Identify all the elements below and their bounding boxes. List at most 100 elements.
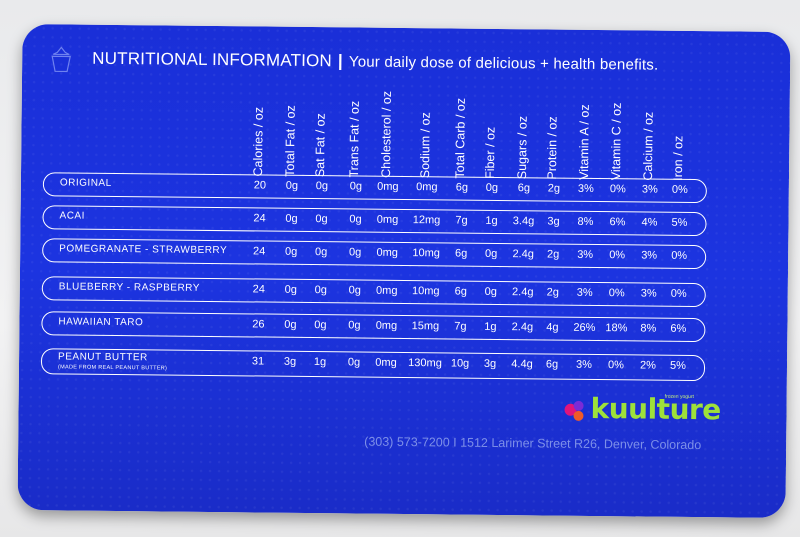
table-cell: 24 xyxy=(253,245,266,258)
table-row: BLUEBERRY - RASPBERRY 24 0g 0g 0g 0mg 10mg 6g 0g… xyxy=(41,276,706,308)
flavor-name: PEANUT BUTTER xyxy=(58,351,148,364)
table-row: HAWAIIAN TARO 26 0g 0g 0g 0mg 15mg 7g 1g 2.4g 4g 26… xyxy=(41,311,706,343)
table-cell: 2g xyxy=(546,248,560,261)
brand-name: kuulture xyxy=(590,391,721,427)
table-cell: 0g xyxy=(315,213,328,226)
column-header: Calcium / oz xyxy=(640,111,656,181)
table-cell: 18% xyxy=(605,322,628,335)
column-header: Iron / oz xyxy=(670,135,686,181)
table-cell: 20 xyxy=(253,179,267,192)
table-cell: 0mg xyxy=(375,356,397,369)
table-row: PEANUT BUTTER (MADE FROM REAL PEANUT BUTT… xyxy=(40,348,706,382)
table-cell: 15mg xyxy=(411,320,440,333)
column-header: Protein / oz xyxy=(544,116,560,180)
table-cell: 3g xyxy=(283,355,297,368)
table-cell: 0g xyxy=(349,213,362,226)
table-cell: 0g xyxy=(315,246,328,259)
table-cell: 24 xyxy=(252,283,265,296)
table-cell: 7g xyxy=(454,320,467,333)
table-cell: 0g xyxy=(485,181,499,194)
table-cell: 0g xyxy=(314,284,327,297)
table-cell: 4% xyxy=(641,216,658,229)
flavor-name: POMEGRANATE - STRAWBERRY xyxy=(59,243,228,257)
table-cell: 10mg xyxy=(412,247,441,260)
column-header: Trans Fat / oz xyxy=(346,100,362,178)
table-cell: 3g xyxy=(483,357,497,370)
title-separator: | xyxy=(337,51,344,71)
table-cell: 0mg xyxy=(376,284,398,297)
table-cell: 0% xyxy=(608,287,625,300)
table-cell: 0g xyxy=(285,212,298,225)
table-row: POMEGRANATE - STRAWBERRY 24 0g 0g 0g 0mg 10mg 6… xyxy=(42,238,707,270)
column-header: Total Fat / oz xyxy=(282,105,298,177)
table-cell: 0g xyxy=(349,246,362,259)
column-header: Sodium / oz xyxy=(417,112,433,179)
flavor-name: BLUEBERRY - RASPBERRY xyxy=(58,281,200,294)
table-cell: 6% xyxy=(609,216,626,229)
table-cell: 0mg xyxy=(376,213,399,226)
column-headers: Calories / oz Total Fat / oz Sat Fat / oz T… xyxy=(23,24,791,181)
table-cell: 2.4g xyxy=(512,286,534,299)
table-cell: 6% xyxy=(670,322,687,335)
footer-address: (303) 573-7200 I 1512 Larimer Street R26… xyxy=(364,434,702,453)
table-cell: 2g xyxy=(547,182,561,195)
table-cell: 2.4g xyxy=(511,321,534,334)
table-cell: 0mg xyxy=(377,180,399,193)
table-cell: 0% xyxy=(671,249,688,262)
flavor-name: ACAI xyxy=(59,210,85,222)
card-title: NUTRITIONAL INFORMATION | Your daily dose … xyxy=(92,49,658,75)
table-cell: 0% xyxy=(671,183,688,196)
brand-tagline: frozen yogurt xyxy=(664,393,694,401)
table-cell: 0mg xyxy=(376,246,398,259)
table-cell: 0% xyxy=(670,287,687,300)
column-header: Calories / oz xyxy=(250,106,266,177)
table-cell: 0% xyxy=(609,249,626,262)
table-cell: 8% xyxy=(577,215,594,228)
table-cell: 0mg xyxy=(416,181,438,194)
column-header: Fiber / oz xyxy=(482,126,498,179)
table-cell: 3% xyxy=(641,183,658,196)
table-cell: 0g xyxy=(484,247,498,260)
column-header: Sugars / oz xyxy=(514,115,530,180)
nutrition-card: NUTRITIONAL INFORMATION | Your daily dose … xyxy=(17,23,791,519)
brand-logo-icon xyxy=(564,400,584,421)
column-header: Cholesterol / oz xyxy=(378,90,394,178)
table-cell: 0g xyxy=(314,319,327,332)
table-cell: 0% xyxy=(608,359,625,372)
table-cell: 7g xyxy=(455,214,468,227)
table-cell: 0mg xyxy=(375,319,398,332)
nutrition-table: ORIGINAL 20 0g 0g 0g 0mg 0mg 6g 0g 6g 2g 3% 0% 3% 0% AC… xyxy=(23,24,791,382)
table-cell: 0g xyxy=(347,356,361,369)
table-cell: 31 xyxy=(251,355,265,368)
table-cell: 8% xyxy=(640,322,657,335)
table-row: ORIGINAL 20 0g 0g 0g 0mg 0mg 6g 0g 6g 2g 3% 0% 3% 0% xyxy=(42,172,707,204)
table-cell: 0g xyxy=(348,284,361,297)
table-cell: 10g xyxy=(450,357,470,370)
table-cell: 0% xyxy=(609,183,626,196)
table-cell: 0g xyxy=(284,283,297,296)
table-cell: 3% xyxy=(577,182,594,195)
table-cell: 3% xyxy=(640,287,657,300)
table-cell: 2g xyxy=(546,286,559,299)
table-cell: 2% xyxy=(640,359,657,372)
table-cell: 6g xyxy=(455,181,469,194)
table-cell: 26% xyxy=(573,321,596,335)
table-cell: 5% xyxy=(670,359,687,372)
table-cell: 3g xyxy=(547,215,560,228)
table-cell: 1g xyxy=(485,214,498,227)
frozen-yogurt-cup-icon xyxy=(51,46,71,73)
table-cell: 0g xyxy=(484,285,497,298)
table-cell: 3% xyxy=(641,249,658,262)
table-cell: 3% xyxy=(576,286,593,299)
table-cell: 12mg xyxy=(412,214,441,227)
table-cell: 3% xyxy=(576,358,593,371)
flavor-note: (MADE FROM REAL PEANUT BUTTER) xyxy=(57,364,168,372)
table-cell: 0g xyxy=(285,179,299,192)
table-cell: 1g xyxy=(484,320,497,333)
title-subtitle: Your daily dose of delicious + health be… xyxy=(348,53,659,74)
table-cell: 6g xyxy=(454,247,468,260)
table-cell: 0g xyxy=(349,180,363,193)
table-cell: 6g xyxy=(545,358,559,371)
flavor-name: HAWAIIAN TARO xyxy=(58,316,144,329)
table-cell: 0g xyxy=(285,245,298,258)
